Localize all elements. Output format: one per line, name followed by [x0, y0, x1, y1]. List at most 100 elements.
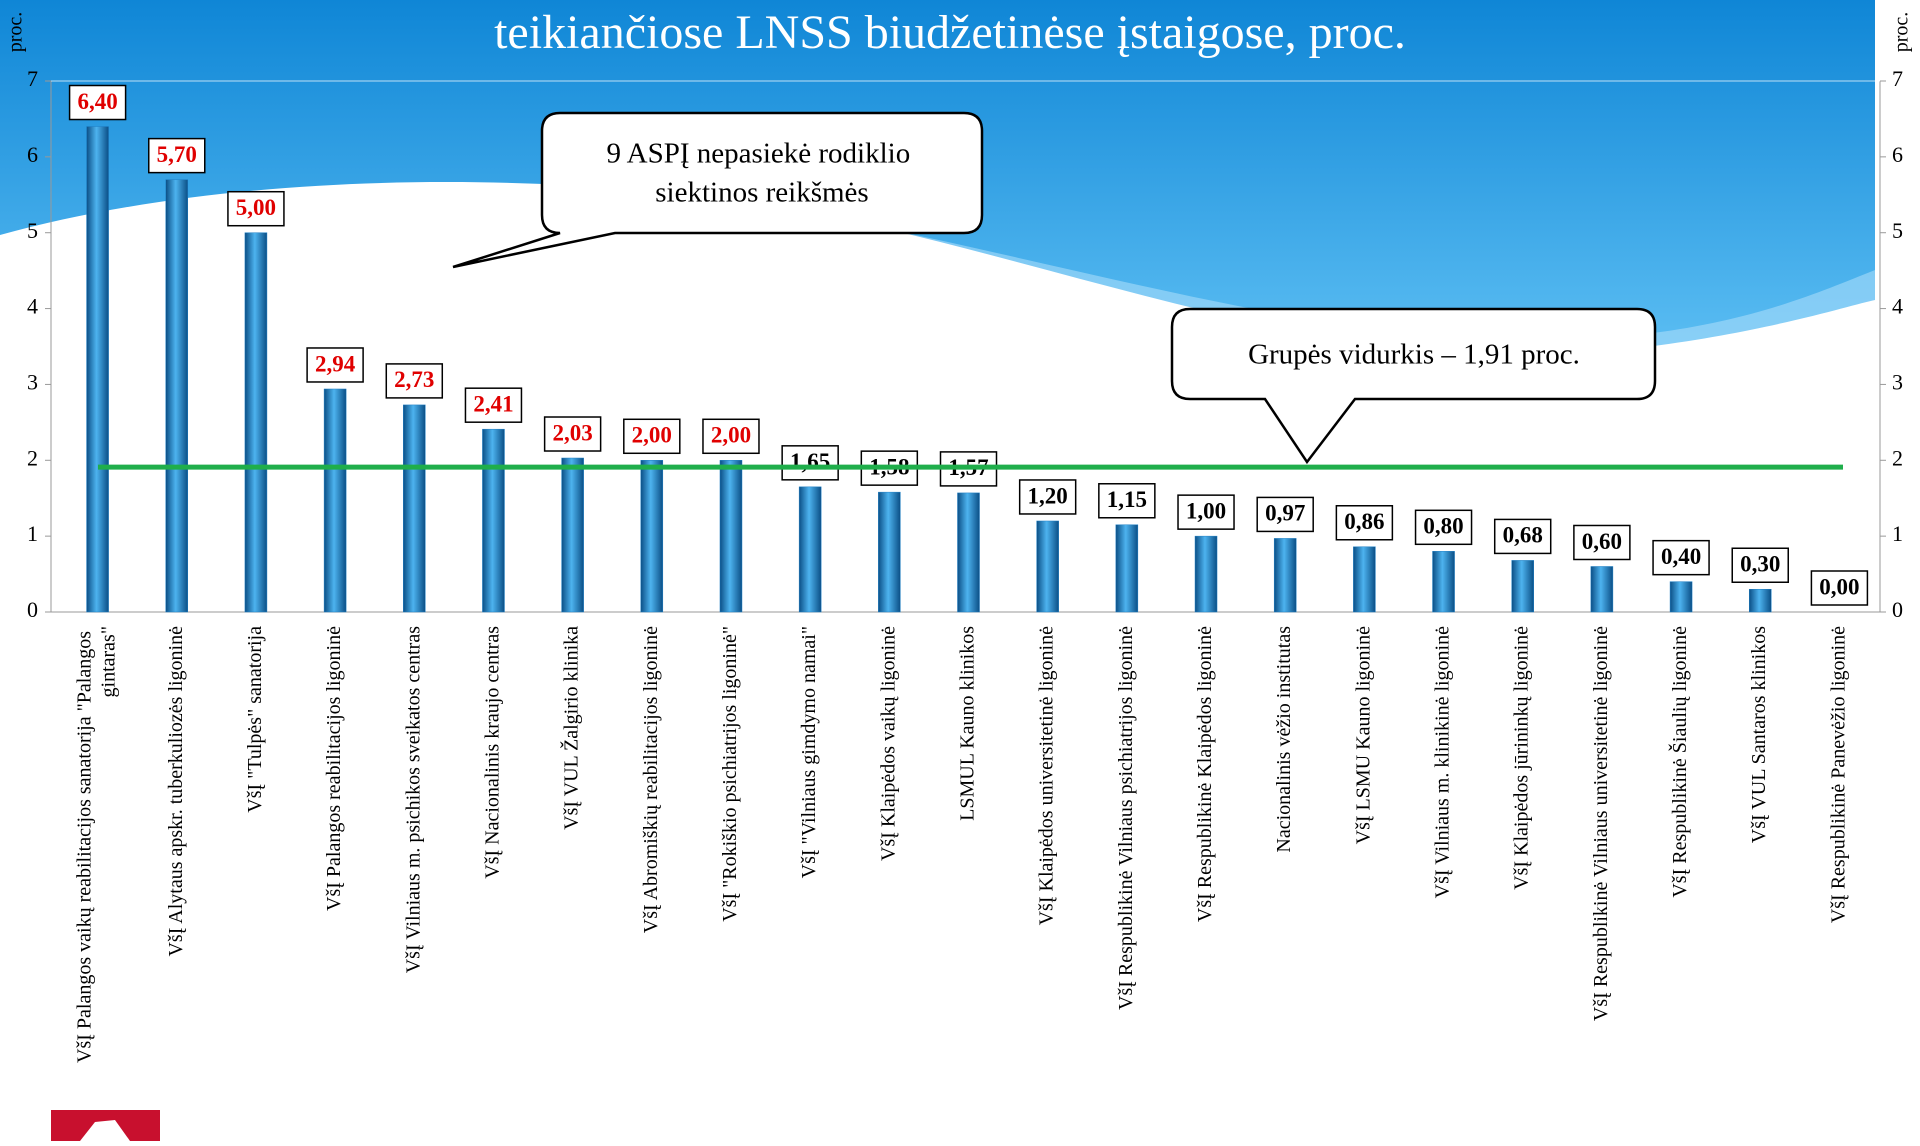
x-tick-group: VšĮ LSMU Kauno ligoninė — [1352, 626, 1374, 844]
x-tick-label: VšĮ Respublikinė Vilniaus psichiatrijos … — [1114, 626, 1136, 1010]
value-label: 1,15 — [1107, 487, 1147, 512]
y-axis-label: proc. — [5, 12, 27, 53]
bar — [245, 233, 267, 612]
bar — [482, 429, 504, 612]
x-tick-group: VšĮ Klaipėdos vaikų ligoninė — [877, 626, 899, 861]
y2-axis-label: proc. — [1891, 12, 1913, 53]
bar — [1037, 521, 1059, 612]
value-label: 2,03 — [553, 420, 593, 445]
x-tick-label: VšĮ Respublikinė Šiaulių ligoninė — [1667, 626, 1691, 898]
y-tick-label: 1 — [27, 521, 38, 546]
value-label: 6,40 — [77, 89, 117, 114]
y2-tick-label: 6 — [1892, 142, 1903, 167]
x-tick-label: Nacionalinis vėžio institutas — [1273, 626, 1295, 853]
x-tick-group: VšĮ Respublikinė Klaipėdos ligoninė — [1194, 626, 1216, 922]
chart-title: teikiančiose LNSS biudžetinėse įstaigose… — [494, 6, 1406, 59]
y-tick-label: 6 — [27, 142, 38, 167]
x-tick-label: VšĮ Vilniaus m. klinikinė ligoninė — [1431, 626, 1453, 898]
bar — [1512, 560, 1534, 612]
y-tick-label: 2 — [27, 445, 38, 470]
y2-tick-label: 4 — [1892, 294, 1903, 319]
value-label: 1,20 — [1028, 483, 1068, 508]
x-tick-group: VšĮ Respublikinė Šiaulių ligoninė — [1667, 626, 1691, 898]
value-label: 0,40 — [1661, 544, 1701, 569]
y-tick-label: 4 — [27, 294, 38, 319]
x-tick-group: VšĮ Respublikinė Vilniaus universitetinė… — [1589, 626, 1611, 1021]
x-tick-label: VšĮ VUL Žalgirio klinika — [559, 626, 582, 830]
value-label: 0,97 — [1265, 501, 1305, 526]
bar — [1591, 566, 1613, 612]
x-tick-label: VšĮ Vilniaus m. psichikos sveikatos cent… — [402, 626, 424, 973]
bar — [641, 460, 663, 612]
value-label: 2,73 — [394, 367, 434, 392]
bar — [1116, 525, 1138, 612]
y-tick-label: 5 — [27, 218, 38, 243]
value-label: 2,94 — [315, 351, 356, 376]
x-tick-group: VšĮ Nacionalinis kraujo centras — [481, 626, 503, 879]
x-tick-group: VšĮ "Rokiškio psichiatrijos ligoninė" — [719, 626, 741, 922]
bar — [324, 389, 346, 612]
bar — [878, 492, 900, 612]
bar — [403, 405, 425, 612]
x-tick-label: VšĮ VUL Santaros klinikos — [1748, 626, 1770, 843]
bar — [166, 180, 188, 612]
value-label: 0,86 — [1344, 509, 1384, 534]
bar — [1670, 582, 1692, 612]
x-tick-label: VšĮ Respublikinė Klaipėdos ligoninė — [1194, 626, 1216, 922]
x-tick-label: VšĮ "Rokiškio psichiatrijos ligoninė" — [719, 626, 741, 922]
bar — [1274, 538, 1296, 612]
y2-tick-label: 5 — [1892, 218, 1903, 243]
value-label: 2,00 — [632, 423, 672, 448]
y2-tick-label: 1 — [1892, 521, 1903, 546]
x-tick-group: VšĮ Klaipėdos jūrininkų ligoninė — [1510, 626, 1532, 890]
y-tick-label: 7 — [27, 66, 38, 91]
value-label: 0,30 — [1740, 552, 1780, 577]
x-tick-label: VšĮ Palangos reabilitacijos ligoninė — [323, 626, 345, 911]
y-tick-label: 3 — [27, 369, 38, 394]
x-tick-group: VšĮ "Vilniaus gimdymo namai" — [798, 626, 820, 878]
x-tick-label: VšĮ Alytaus apskr. tuberkuliozės ligonin… — [164, 626, 186, 957]
value-label: 0,00 — [1819, 574, 1859, 599]
y2-tick-label: 3 — [1892, 369, 1903, 394]
bar — [1353, 547, 1375, 612]
value-label: 5,00 — [236, 195, 276, 220]
bar — [87, 127, 109, 612]
value-label: 5,70 — [157, 142, 197, 167]
x-tick-group: Nacionalinis vėžio institutas — [1273, 626, 1295, 853]
y-tick-label: 0 — [27, 597, 38, 622]
value-label: 1,00 — [1186, 498, 1226, 523]
bar — [562, 458, 584, 612]
bar — [799, 487, 821, 612]
bar — [1195, 536, 1217, 612]
x-tick-label: VšĮ LSMU Kauno ligoninė — [1352, 626, 1374, 844]
x-tick-label: VšĮ Abromiškių reabilitacijos ligoninė — [639, 626, 661, 933]
x-tick-group: VšĮ Respublikinė Vilniaus psichiatrijos … — [1114, 626, 1136, 1010]
x-tick-label: VšĮ Klaipėdos vaikų ligoninė — [877, 626, 899, 861]
chart: teikiančiose LNSS biudžetinėse įstaigose… — [0, 0, 1920, 1141]
bar — [1433, 551, 1455, 612]
value-label: 1,65 — [790, 449, 830, 474]
x-tick-label: VšĮ "Tulpės" sanatorija — [244, 626, 266, 813]
x-tick-label: VšĮ Klaipėdos jūrininkų ligoninė — [1510, 626, 1532, 890]
x-tick-group: VšĮ VUL Žalgirio klinika — [559, 626, 582, 830]
x-tick-label: VšĮ "Vilniaus gimdymo namai" — [798, 626, 820, 878]
value-label: 2,41 — [473, 391, 513, 416]
y2-tick-label: 7 — [1892, 66, 1903, 91]
x-tick-label: VšĮ Respublikinė Panevėžio ligoninė — [1827, 626, 1849, 923]
y2-tick-label: 0 — [1892, 597, 1903, 622]
x-tick-group: VšĮ VUL Santaros klinikos — [1748, 626, 1770, 843]
x-tick-group: VšĮ Vilniaus m. psichikos sveikatos cent… — [402, 626, 424, 973]
x-tick-group: VšĮ Abromiškių reabilitacijos ligoninė — [639, 626, 661, 933]
bar — [1749, 589, 1771, 612]
x-tick-label: VšĮ Nacionalinis kraujo centras — [481, 626, 503, 879]
x-tick-group: LSMUL Kauno klinikos — [956, 626, 978, 821]
x-tick-group: VšĮ Respublikinė Panevėžio ligoninė — [1827, 626, 1849, 923]
value-label: 0,60 — [1582, 529, 1622, 554]
x-tick-label: VšĮ Respublikinė Vilniaus universitetinė… — [1589, 626, 1611, 1021]
bar — [958, 493, 980, 612]
value-label: 2,00 — [711, 423, 751, 448]
annotation: Grupės vidurkis – 1,91 proc. — [1248, 339, 1580, 371]
y2-tick-label: 2 — [1892, 445, 1903, 470]
x-tick-group: VšĮ Alytaus apskr. tuberkuliozės ligonin… — [164, 626, 186, 957]
x-tick-group: VšĮ Vilniaus m. klinikinė ligoninė — [1431, 626, 1453, 898]
